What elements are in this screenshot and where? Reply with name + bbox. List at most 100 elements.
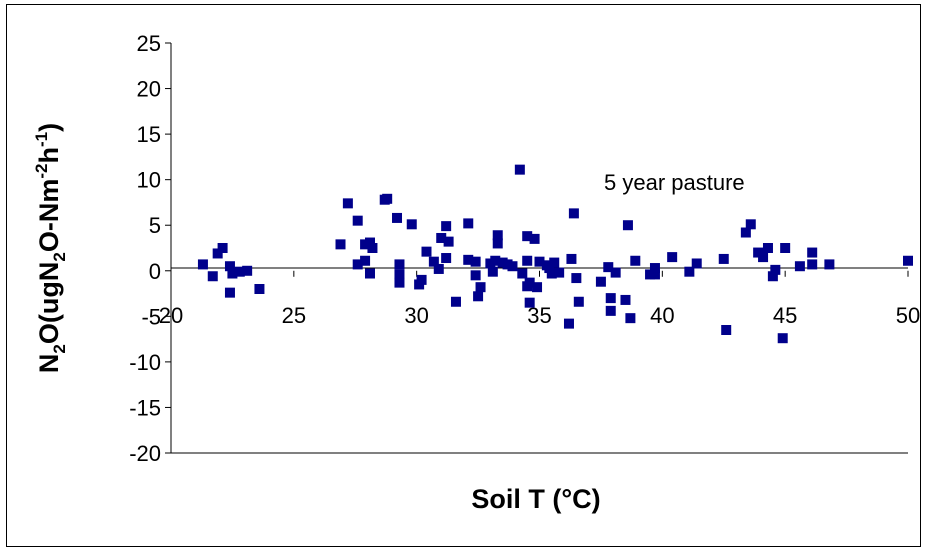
- data-point: [492, 230, 503, 241]
- data-point: [207, 271, 218, 282]
- data-point: [463, 254, 474, 265]
- data-point: [352, 215, 363, 226]
- data-point: [767, 271, 778, 282]
- y-tick-label: -5: [141, 304, 161, 329]
- data-point: [563, 318, 574, 329]
- y-tick-label: 10: [137, 168, 161, 193]
- data-point: [595, 276, 606, 287]
- data-point: [254, 284, 265, 294]
- data-point: [507, 261, 518, 272]
- data-point: [224, 261, 235, 272]
- data-point: [605, 305, 616, 316]
- data-point: [573, 296, 584, 307]
- data-point: [352, 259, 363, 270]
- y-tick-label: 5: [149, 213, 161, 238]
- data-point: [421, 246, 432, 257]
- y-tick-label: 20: [137, 77, 161, 102]
- axes: [170, 43, 908, 454]
- y-tick-label: 15: [137, 122, 161, 147]
- data-point: [450, 296, 461, 307]
- data-point: [470, 256, 481, 267]
- data-point: [394, 277, 405, 288]
- data-point: [529, 233, 540, 244]
- data-point: [610, 267, 621, 278]
- data-point: [566, 253, 577, 264]
- data-point: [364, 237, 375, 248]
- data-point: [227, 268, 238, 279]
- data-point: [807, 259, 818, 270]
- data-point: [242, 265, 253, 276]
- x-tick-label: 40: [650, 303, 674, 328]
- data-points: [197, 164, 913, 344]
- x-tick-label: 20: [159, 303, 183, 328]
- data-point: [364, 268, 375, 279]
- data-point: [794, 261, 805, 272]
- data-point: [392, 212, 403, 223]
- y-tick-label: 25: [137, 31, 161, 56]
- data-point: [463, 218, 474, 229]
- data-point: [549, 257, 560, 268]
- data-point: [522, 231, 533, 242]
- data-point: [691, 258, 702, 269]
- data-point: [740, 227, 751, 238]
- data-point: [517, 268, 528, 279]
- data-point: [382, 193, 393, 204]
- x-tick-label: 50: [896, 303, 920, 328]
- y-tick-label: -15: [129, 395, 161, 420]
- data-point: [441, 221, 452, 232]
- data-point: [745, 219, 756, 230]
- data-point: [524, 297, 535, 308]
- data-point: [770, 264, 781, 275]
- data-point: [684, 266, 695, 277]
- data-point: [224, 287, 235, 298]
- data-point: [807, 247, 818, 258]
- y-tick-label: -10: [129, 350, 161, 375]
- data-point: [534, 256, 545, 267]
- x-tick-label: 25: [282, 303, 306, 328]
- data-point: [436, 232, 447, 243]
- data-point: [544, 263, 555, 274]
- data-point: [721, 325, 732, 335]
- data-point: [487, 266, 498, 277]
- data-point: [532, 282, 543, 293]
- y-tick-label: 0: [149, 259, 161, 284]
- data-point: [718, 253, 729, 264]
- data-point: [473, 291, 484, 302]
- data-point: [234, 266, 245, 277]
- data-point: [470, 270, 481, 281]
- y-ticks: 25 20 15 10 5 0 -5 -10 -15 -20: [129, 31, 171, 466]
- data-point: [554, 267, 565, 278]
- data-point: [492, 238, 503, 249]
- data-point: [394, 259, 405, 270]
- data-point: [620, 294, 631, 305]
- data-point: [443, 236, 454, 247]
- data-point: [212, 248, 223, 259]
- data-point: [625, 313, 636, 324]
- data-point: [568, 208, 579, 219]
- data-point: [649, 263, 660, 274]
- data-point: [603, 262, 614, 273]
- data-point: [433, 263, 444, 274]
- x-axis-title: Soil T (°C): [471, 484, 600, 514]
- data-point: [441, 253, 452, 264]
- data-point: [524, 277, 535, 288]
- data-point: [605, 293, 616, 304]
- x-tick-label: 30: [404, 303, 428, 328]
- data-point: [824, 259, 835, 270]
- data-point: [428, 256, 439, 267]
- data-point: [360, 255, 371, 266]
- data-point: [514, 164, 525, 175]
- data-point: [522, 255, 533, 266]
- data-point: [394, 269, 405, 280]
- data-point: [546, 268, 557, 279]
- x-tick-label: 45: [773, 303, 797, 328]
- data-point: [217, 243, 228, 253]
- data-point: [406, 219, 417, 230]
- data-point: [758, 252, 769, 263]
- data-point: [667, 252, 678, 263]
- data-point: [367, 243, 378, 253]
- data-point: [903, 255, 913, 266]
- data-point: [649, 269, 660, 280]
- x-ticks: 20 25 30 35 40 45 50: [159, 270, 920, 328]
